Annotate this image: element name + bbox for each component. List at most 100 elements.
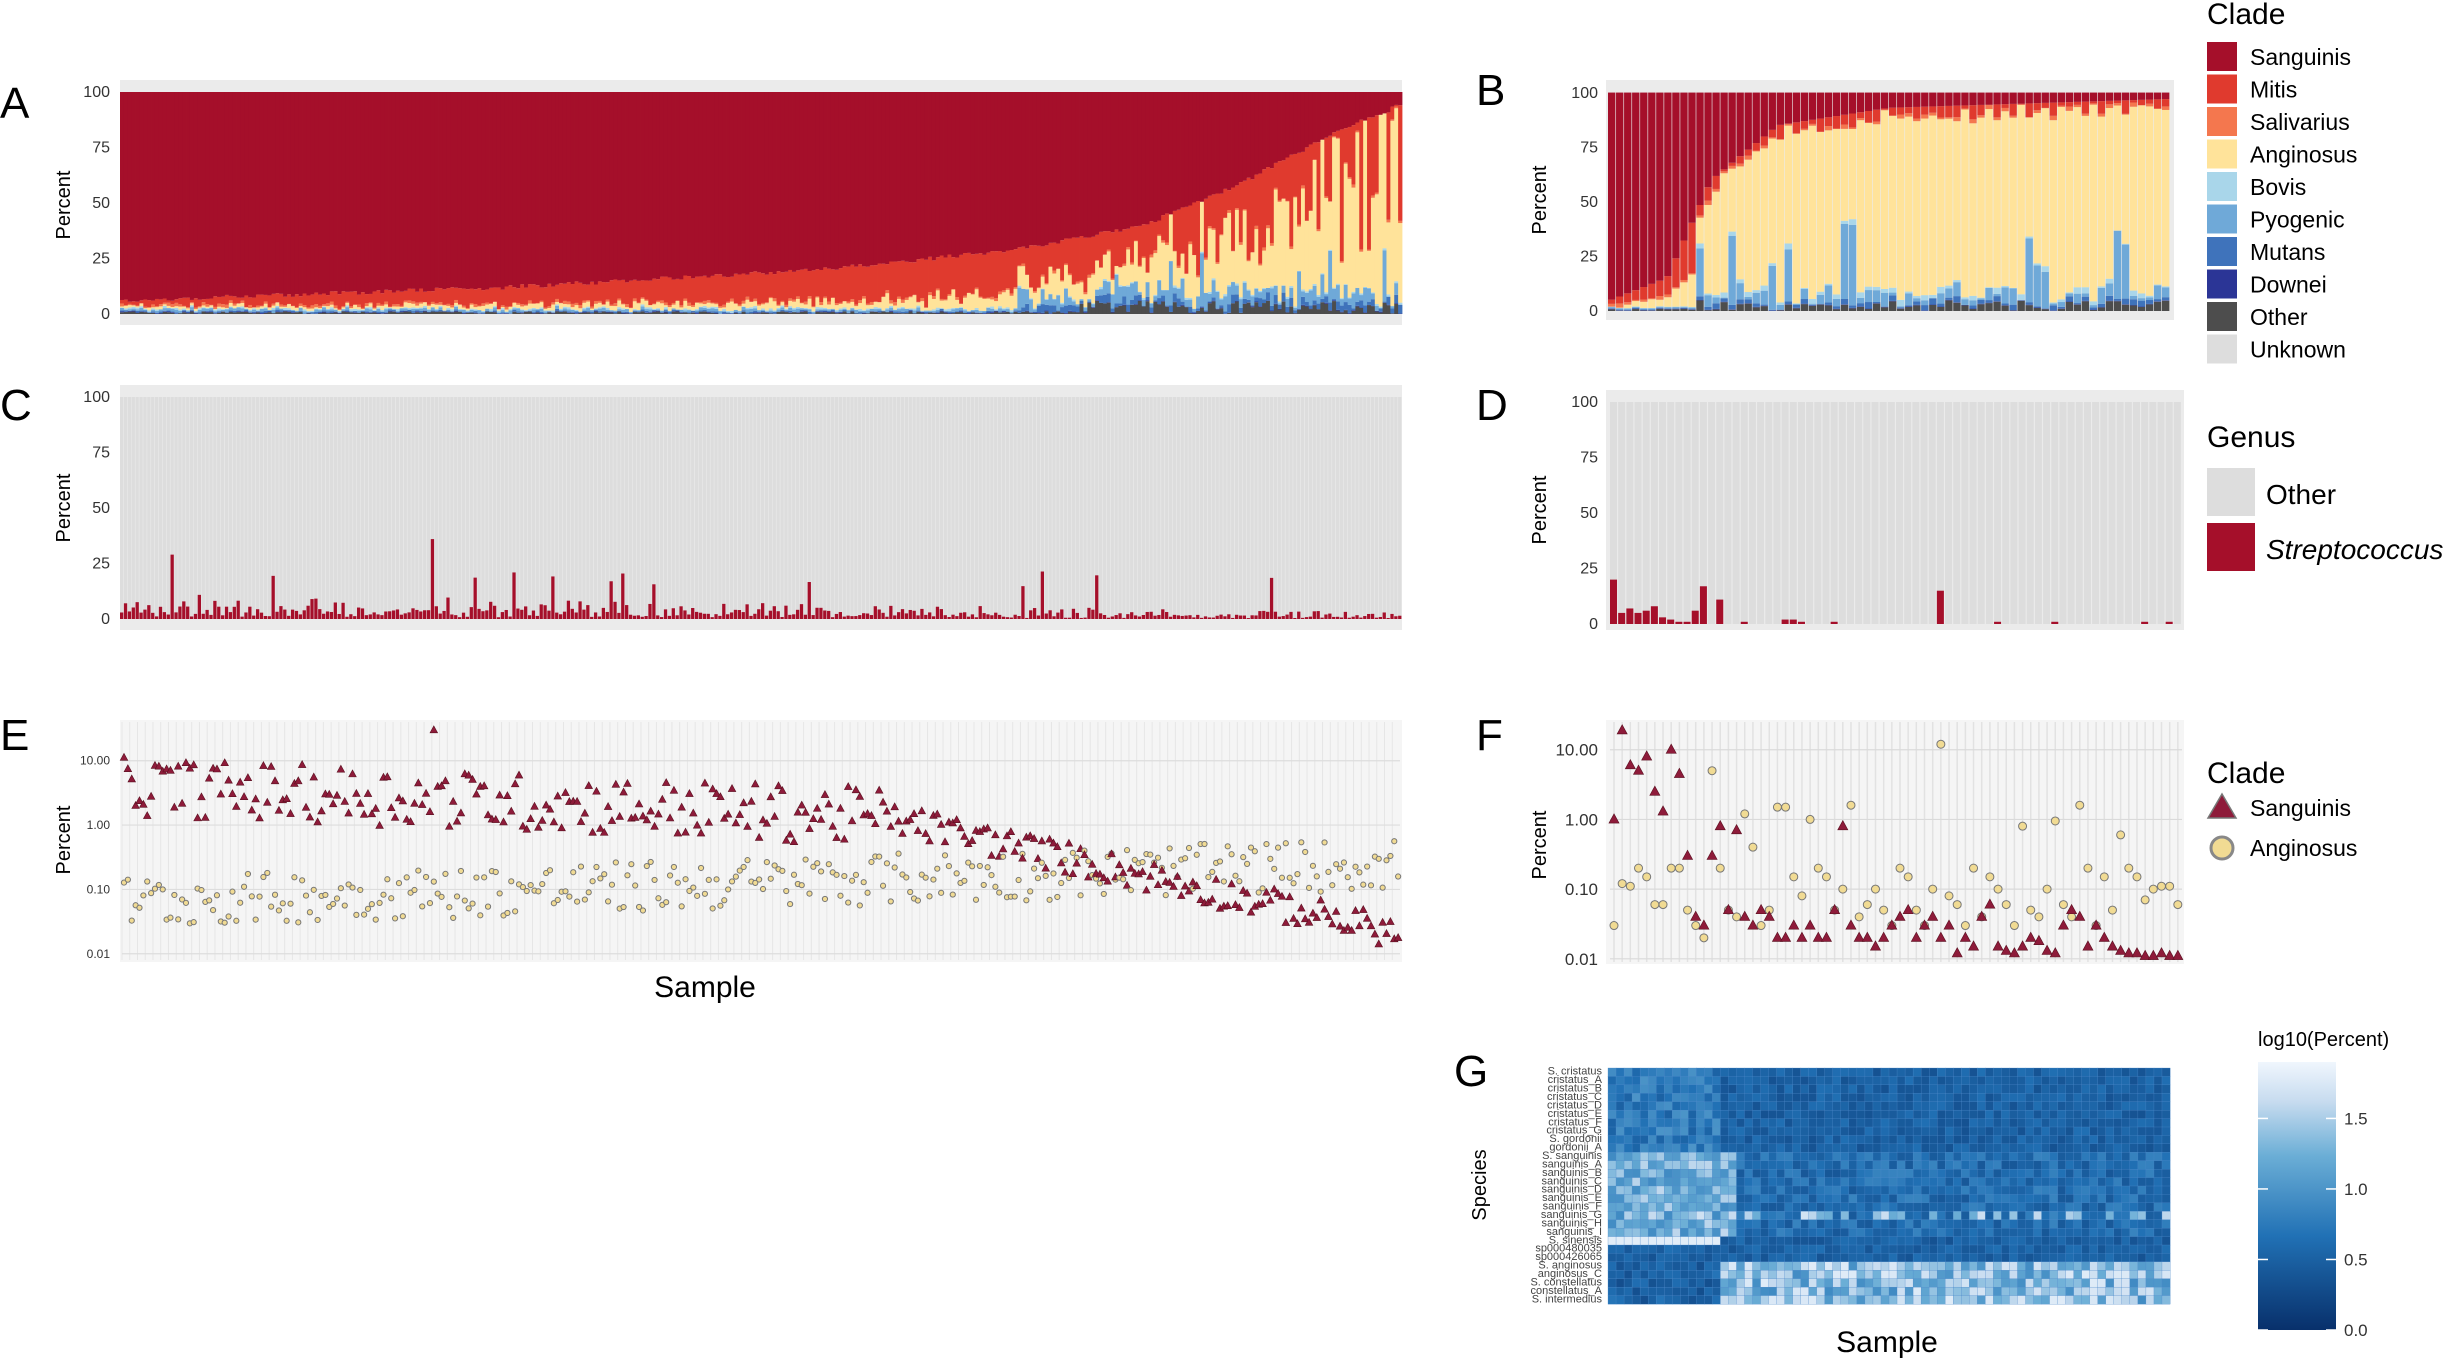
bar-segment bbox=[671, 302, 676, 305]
bar-other bbox=[776, 397, 780, 612]
bar-streptococcus bbox=[1293, 617, 1297, 619]
bar-segment bbox=[640, 280, 645, 298]
bar-segment bbox=[710, 308, 715, 312]
bar-segment bbox=[364, 306, 370, 308]
bar-segment bbox=[1776, 124, 1784, 140]
point-anginosus bbox=[585, 889, 592, 896]
bar-streptococcus bbox=[1675, 621, 1683, 624]
bar-segment bbox=[123, 92, 129, 300]
bar-other bbox=[1262, 397, 1266, 611]
bar-segment bbox=[1060, 280, 1065, 282]
bar-segment bbox=[395, 312, 401, 314]
point-sanguinis bbox=[363, 788, 373, 797]
point-sanguinis bbox=[630, 812, 640, 821]
bar-segment bbox=[920, 297, 925, 302]
bar-segment bbox=[1720, 302, 1728, 311]
bar-other bbox=[341, 397, 345, 603]
bar-segment bbox=[990, 308, 995, 312]
bar-segment bbox=[966, 312, 972, 314]
point-anginosus bbox=[361, 911, 368, 918]
bar-segment bbox=[349, 291, 354, 307]
bar-segment bbox=[1040, 246, 1045, 275]
bar-segment bbox=[710, 306, 715, 309]
bar-segment bbox=[2081, 101, 2090, 114]
bar-segment bbox=[364, 311, 370, 313]
bar-segment bbox=[726, 310, 731, 313]
bar-segment bbox=[1848, 305, 1857, 308]
bar-segment bbox=[1640, 308, 1648, 310]
bar-streptococcus bbox=[656, 615, 660, 619]
bar-segment bbox=[1905, 305, 1913, 307]
bar-segment bbox=[120, 303, 125, 307]
bar-segment bbox=[706, 302, 711, 308]
bar-segment bbox=[275, 307, 280, 310]
bar-segment bbox=[2129, 295, 2138, 300]
bar-segment bbox=[1052, 273, 1057, 299]
bar-other bbox=[2092, 402, 2100, 624]
bar-segment bbox=[997, 92, 1003, 252]
bar-segment bbox=[908, 262, 913, 297]
bar-segment bbox=[1266, 228, 1271, 288]
bar-segment bbox=[174, 309, 179, 313]
point-anginosus bbox=[550, 900, 557, 907]
bar-segment bbox=[2089, 305, 2098, 308]
bar-segment bbox=[255, 312, 261, 314]
bar-segment bbox=[1808, 92, 1817, 120]
bar-segment bbox=[1656, 280, 1664, 297]
bar-segment bbox=[2001, 107, 2009, 112]
bar-segment bbox=[1137, 266, 1143, 292]
bar-other bbox=[489, 397, 493, 602]
bar-segment bbox=[376, 305, 381, 308]
bar-segment bbox=[908, 309, 913, 311]
bar-segment bbox=[865, 313, 871, 314]
point-anginosus bbox=[283, 917, 290, 924]
bar-segment bbox=[1040, 92, 1045, 247]
bar-segment bbox=[935, 288, 941, 291]
bar-segment bbox=[1969, 119, 1977, 124]
bar-segment bbox=[1332, 287, 1337, 289]
bar-segment bbox=[1363, 287, 1368, 306]
bar-segment bbox=[862, 296, 867, 299]
bar-segment bbox=[582, 312, 587, 314]
bar-segment bbox=[1133, 240, 1139, 242]
bar-segment bbox=[496, 92, 502, 288]
bar-segment bbox=[143, 92, 148, 300]
bar-streptococcus bbox=[174, 612, 178, 619]
bar-other bbox=[982, 397, 986, 614]
point-sanguinis bbox=[681, 827, 690, 836]
bar-streptococcus bbox=[846, 615, 850, 619]
bar-segment bbox=[663, 309, 669, 311]
bar-segment bbox=[1328, 135, 1333, 202]
bar-segment bbox=[263, 312, 269, 314]
bar-segment bbox=[784, 312, 789, 314]
bar-segment bbox=[205, 312, 210, 314]
bar-segment bbox=[601, 282, 606, 305]
bar-other bbox=[1961, 402, 1969, 624]
bar-segment bbox=[893, 92, 898, 262]
bar-segment bbox=[434, 309, 439, 312]
bar-segment bbox=[1227, 284, 1232, 287]
bar-segment bbox=[601, 92, 606, 283]
bar-segment bbox=[1149, 92, 1154, 222]
bar-other bbox=[586, 397, 590, 606]
bar-other bbox=[819, 397, 823, 608]
bar-streptococcus bbox=[1017, 616, 1021, 619]
bar-segment bbox=[854, 304, 859, 307]
bar-segment bbox=[1398, 220, 1403, 224]
bar-segment bbox=[632, 310, 638, 312]
bar-segment bbox=[1040, 276, 1045, 289]
bar-segment bbox=[236, 311, 241, 313]
bar-segment bbox=[1207, 92, 1213, 196]
bar-segment bbox=[236, 303, 241, 307]
bar-segment bbox=[127, 305, 133, 308]
bar-segment bbox=[889, 310, 894, 311]
bar-segment bbox=[896, 261, 902, 297]
bar-segment bbox=[1075, 92, 1080, 238]
bar-segment bbox=[127, 309, 133, 311]
bar-segment bbox=[1977, 104, 1985, 116]
point-sanguinis bbox=[665, 813, 675, 822]
bar-segment bbox=[807, 296, 812, 299]
bar-segment bbox=[1071, 311, 1077, 313]
bar-segment bbox=[473, 310, 478, 312]
bar-segment bbox=[997, 306, 1003, 309]
